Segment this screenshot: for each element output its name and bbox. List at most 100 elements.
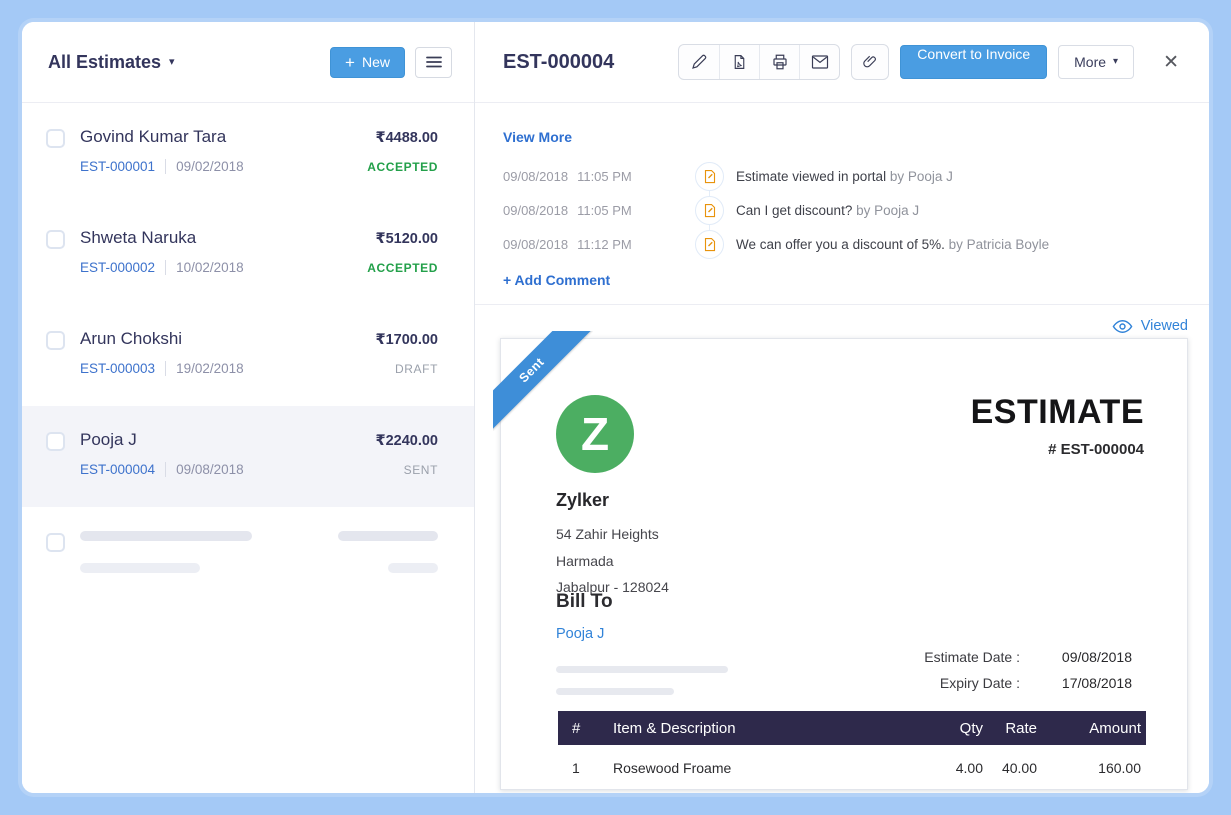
col-rate: Rate (1005, 719, 1037, 737)
skeleton-bar (80, 563, 200, 573)
edit-button[interactable] (679, 45, 719, 79)
comment-node (695, 229, 724, 259)
document-title: ESTIMATE (970, 393, 1144, 431)
estimate-number-link[interactable]: EST-000001 (80, 159, 156, 174)
estimates-list: Govind Kumar Tara ₹4488.00 EST-000001 09… (22, 103, 474, 793)
list-filter-label: All Estimates (48, 51, 162, 72)
activity-item: 09/08/2018 11:12 PM We can offer you a d… (503, 227, 1181, 261)
comment-node (695, 161, 724, 191)
skeleton-bar (388, 563, 438, 573)
comment-node (695, 195, 724, 225)
status-badge: ACCEPTED (367, 159, 438, 174)
divider (165, 159, 167, 174)
skeleton-bar (556, 666, 728, 673)
estimate-number-link[interactable]: EST-000004 (80, 462, 156, 477)
more-button[interactable]: More ▾ (1058, 45, 1135, 79)
document-number: # EST-000004 (1048, 441, 1144, 458)
cell-number: 1 (572, 760, 580, 776)
viewed-status: Viewed (475, 305, 1209, 334)
activity-time: 11:05 PM (577, 202, 632, 218)
row-content: Govind Kumar Tara ₹4488.00 EST-000001 09… (80, 127, 438, 204)
table-row: 1 Rosewood Froame 4.00 40.00 160.00 (558, 745, 1146, 791)
estimate-row-loading (22, 507, 474, 608)
estimate-detail-panel: EST-000004 (475, 22, 1209, 793)
list-view-options-button[interactable] (415, 46, 452, 78)
table-header-row: # Item & Description Qty Rate Amount (558, 711, 1146, 745)
convert-to-invoice-button[interactable]: Convert to Invoice (900, 45, 1048, 79)
row-content: Pooja J ₹2240.00 EST-000004 09/08/2018 S… (80, 430, 438, 507)
list-filter-dropdown[interactable]: All Estimates ▾ (48, 52, 175, 73)
activity-author: by Pooja J (856, 202, 920, 218)
expiry-date-label: Expiry Date : (939, 675, 1020, 691)
col-amount: Amount (1089, 719, 1141, 737)
col-item-description: Item & Description (613, 719, 736, 737)
add-comment-link[interactable]: + Add Comment (503, 272, 611, 288)
activity-author: by Pooja J (889, 168, 953, 184)
close-icon[interactable]: ✕ (1163, 51, 1179, 73)
customer-name: Shweta Naruka (80, 228, 197, 247)
skeleton-bar (556, 688, 674, 695)
row-checkbox[interactable] (46, 331, 65, 350)
estimate-number-link[interactable]: EST-000003 (80, 361, 156, 376)
hamburger-icon (425, 56, 442, 68)
paperclip-icon (863, 55, 877, 68)
attachments-button[interactable] (851, 44, 890, 80)
skeleton-bar (338, 531, 438, 541)
bill-to-customer-link[interactable]: Pooja J (556, 626, 605, 642)
print-button[interactable] (759, 45, 799, 79)
cell-qty: 4.00 (955, 760, 983, 776)
estimate-date: 19/02/2018 (176, 361, 244, 376)
row-content: Arun Chokshi ₹1700.00 EST-000003 19/02/2… (80, 329, 438, 406)
status-badge: SENT (403, 462, 438, 477)
company-address: 54 Zahir Heights Harmada Jabalpur - 1280… (556, 521, 669, 601)
customer-name: Arun Chokshi (80, 329, 183, 348)
viewed-label[interactable]: Viewed (1140, 318, 1188, 334)
row-content: Shweta Naruka ₹5120.00 EST-000002 10/02/… (80, 228, 438, 305)
caret-down-icon: ▾ (169, 55, 175, 68)
comment-doc-icon (704, 237, 715, 251)
view-more-link[interactable]: View More (503, 129, 572, 145)
estimate-row-selected[interactable]: Pooja J ₹2240.00 EST-000004 09/08/2018 S… (22, 406, 474, 507)
estimate-document-preview: Sent Z Zylker 54 Zahir Heights Harmada J… (493, 331, 1188, 791)
detail-toolbar: Convert to Invoice More ▾ ✕ (678, 44, 1185, 80)
line-items-table: # Item & Description Qty Rate Amount 1 R… (558, 711, 1146, 791)
activity-date: 09/08/2018 (503, 236, 569, 252)
document-actions-group (678, 44, 841, 80)
estimate-date: 10/02/2018 (176, 260, 244, 275)
pdf-file-icon (734, 55, 745, 69)
pdf-button[interactable] (719, 45, 759, 79)
estimate-date: 09/02/2018 (176, 159, 244, 174)
estimate-row[interactable]: Shweta Naruka ₹5120.00 EST-000002 10/02/… (22, 204, 474, 305)
estimate-amount: ₹5120.00 (375, 231, 438, 247)
estimate-row[interactable]: Arun Chokshi ₹1700.00 EST-000003 19/02/2… (22, 305, 474, 406)
estimates-list-panel: All Estimates ▾ + New (22, 22, 475, 793)
col-number: # (572, 719, 581, 737)
row-checkbox[interactable] (46, 129, 65, 148)
estimate-number-link[interactable]: EST-000002 (80, 260, 156, 275)
col-qty: Qty (959, 719, 983, 737)
email-button[interactable] (799, 45, 839, 79)
estimate-date: 09/08/2018 (176, 462, 244, 477)
row-checkbox[interactable] (46, 533, 65, 552)
new-estimate-button[interactable]: + New (330, 46, 405, 78)
status-badge: ACCEPTED (367, 260, 438, 275)
address-line: Jabalpur - 128024 (556, 579, 669, 595)
comment-doc-icon (704, 203, 715, 217)
activity-item: 09/08/2018 11:05 PM Estimate viewed in p… (503, 159, 1181, 193)
estimate-amount: ₹1700.00 (375, 332, 438, 348)
more-button-label: More (1074, 54, 1107, 70)
row-checkbox[interactable] (46, 230, 65, 249)
cell-rate: 40.00 (1001, 760, 1037, 776)
row-checkbox[interactable] (46, 432, 65, 451)
activity-timeline: 09/08/2018 11:05 PM Estimate viewed in p… (503, 159, 1181, 261)
activity-text: Estimate viewed in portal (736, 168, 887, 184)
plus-icon: + (345, 52, 355, 72)
customer-name: Pooja J (80, 430, 137, 449)
estimate-row[interactable]: Govind Kumar Tara ₹4488.00 EST-000001 09… (22, 103, 474, 204)
activity-section: View More 09/08/2018 11:05 PM Estimate v… (475, 103, 1209, 305)
estimate-amount: ₹2240.00 (375, 433, 438, 449)
comment-doc-icon (704, 169, 715, 183)
estimate-amount: ₹4488.00 (375, 130, 438, 146)
customer-name: Govind Kumar Tara (80, 127, 227, 146)
